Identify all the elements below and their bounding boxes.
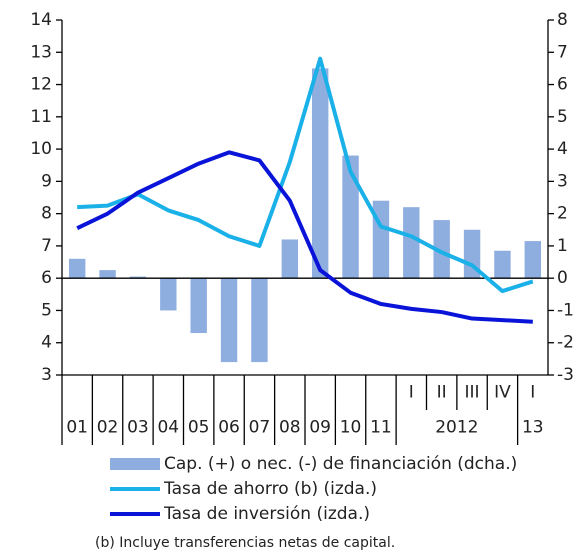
y-tick-label: 6 xyxy=(41,268,52,288)
bar xyxy=(281,239,299,279)
y-tick-label: 9 xyxy=(41,171,52,191)
x-tick-label: 10 xyxy=(340,418,362,438)
x-tick-label: 05 xyxy=(188,418,210,438)
x-tick-label: 04 xyxy=(157,418,179,438)
bar xyxy=(251,278,268,363)
bar xyxy=(494,250,511,279)
y2-tick-label: 4 xyxy=(557,139,568,159)
y-tick-label: 13 xyxy=(30,42,52,62)
y2-tick-label: -1 xyxy=(557,300,574,320)
bar xyxy=(99,270,116,279)
bar xyxy=(524,241,542,279)
y2-tick-label: 1 xyxy=(557,236,568,256)
line xyxy=(76,150,533,324)
x-tick-label: III xyxy=(465,383,480,403)
bar xyxy=(220,278,238,363)
y-tick-label: 12 xyxy=(30,75,52,95)
y-tick-label: 11 xyxy=(30,107,52,127)
year-label: 13 xyxy=(522,418,544,438)
bar xyxy=(129,276,147,279)
x-tick-label: 11 xyxy=(370,418,392,438)
bar xyxy=(403,207,420,279)
x-tick-label: 09 xyxy=(309,418,331,438)
y-tick-label: 4 xyxy=(41,333,52,353)
x-tick-label: I xyxy=(409,383,414,403)
x-tick-label: IV xyxy=(494,383,511,403)
x-tick-label: 02 xyxy=(97,418,119,438)
x-tick-label: 03 xyxy=(127,418,149,438)
y-tick-label: 8 xyxy=(41,204,52,224)
x-tick-label: II xyxy=(437,383,447,403)
legend-swatch xyxy=(110,458,160,470)
y-tick-label: 5 xyxy=(41,300,52,320)
y2-tick-label: 8 xyxy=(557,10,568,30)
legend-label: Tasa de ahorro (b) (izda.) xyxy=(163,479,377,499)
bar xyxy=(190,278,207,334)
y2-tick-label: 3 xyxy=(557,171,568,191)
y2-tick-label: 0 xyxy=(557,268,568,288)
legend-label: Cap. (+) o nec. (-) de financiación (dch… xyxy=(164,454,517,474)
y-tick-label: 14 xyxy=(30,10,52,30)
bar xyxy=(68,258,86,279)
x-tick-label: 08 xyxy=(279,418,301,438)
bar xyxy=(463,229,481,279)
y2-tick-label: 6 xyxy=(557,75,568,95)
y2-tick-label: -3 xyxy=(557,365,574,385)
x-tick-label: I xyxy=(530,383,535,403)
bar xyxy=(160,278,177,311)
bar xyxy=(342,155,359,279)
y2-tick-label: -2 xyxy=(557,333,574,353)
y-tick-label: 7 xyxy=(41,236,52,256)
y-tick-label: 3 xyxy=(41,365,52,385)
y2-tick-label: 7 xyxy=(557,42,568,62)
y2-tick-label: 5 xyxy=(557,107,568,127)
bar xyxy=(433,220,450,279)
x-tick-label: 01 xyxy=(66,418,88,438)
x-tick-label: 06 xyxy=(218,418,240,438)
y2-tick-label: 2 xyxy=(557,204,568,224)
legend-label: Tasa de inversión (izda.) xyxy=(163,504,370,524)
footnote: (b) Incluye transferencias netas de capi… xyxy=(95,535,395,551)
line xyxy=(77,56,534,294)
bar xyxy=(311,68,329,279)
year-label: 2012 xyxy=(435,418,478,438)
y-tick-label: 10 xyxy=(30,139,52,159)
x-tick-label: 07 xyxy=(249,418,271,438)
